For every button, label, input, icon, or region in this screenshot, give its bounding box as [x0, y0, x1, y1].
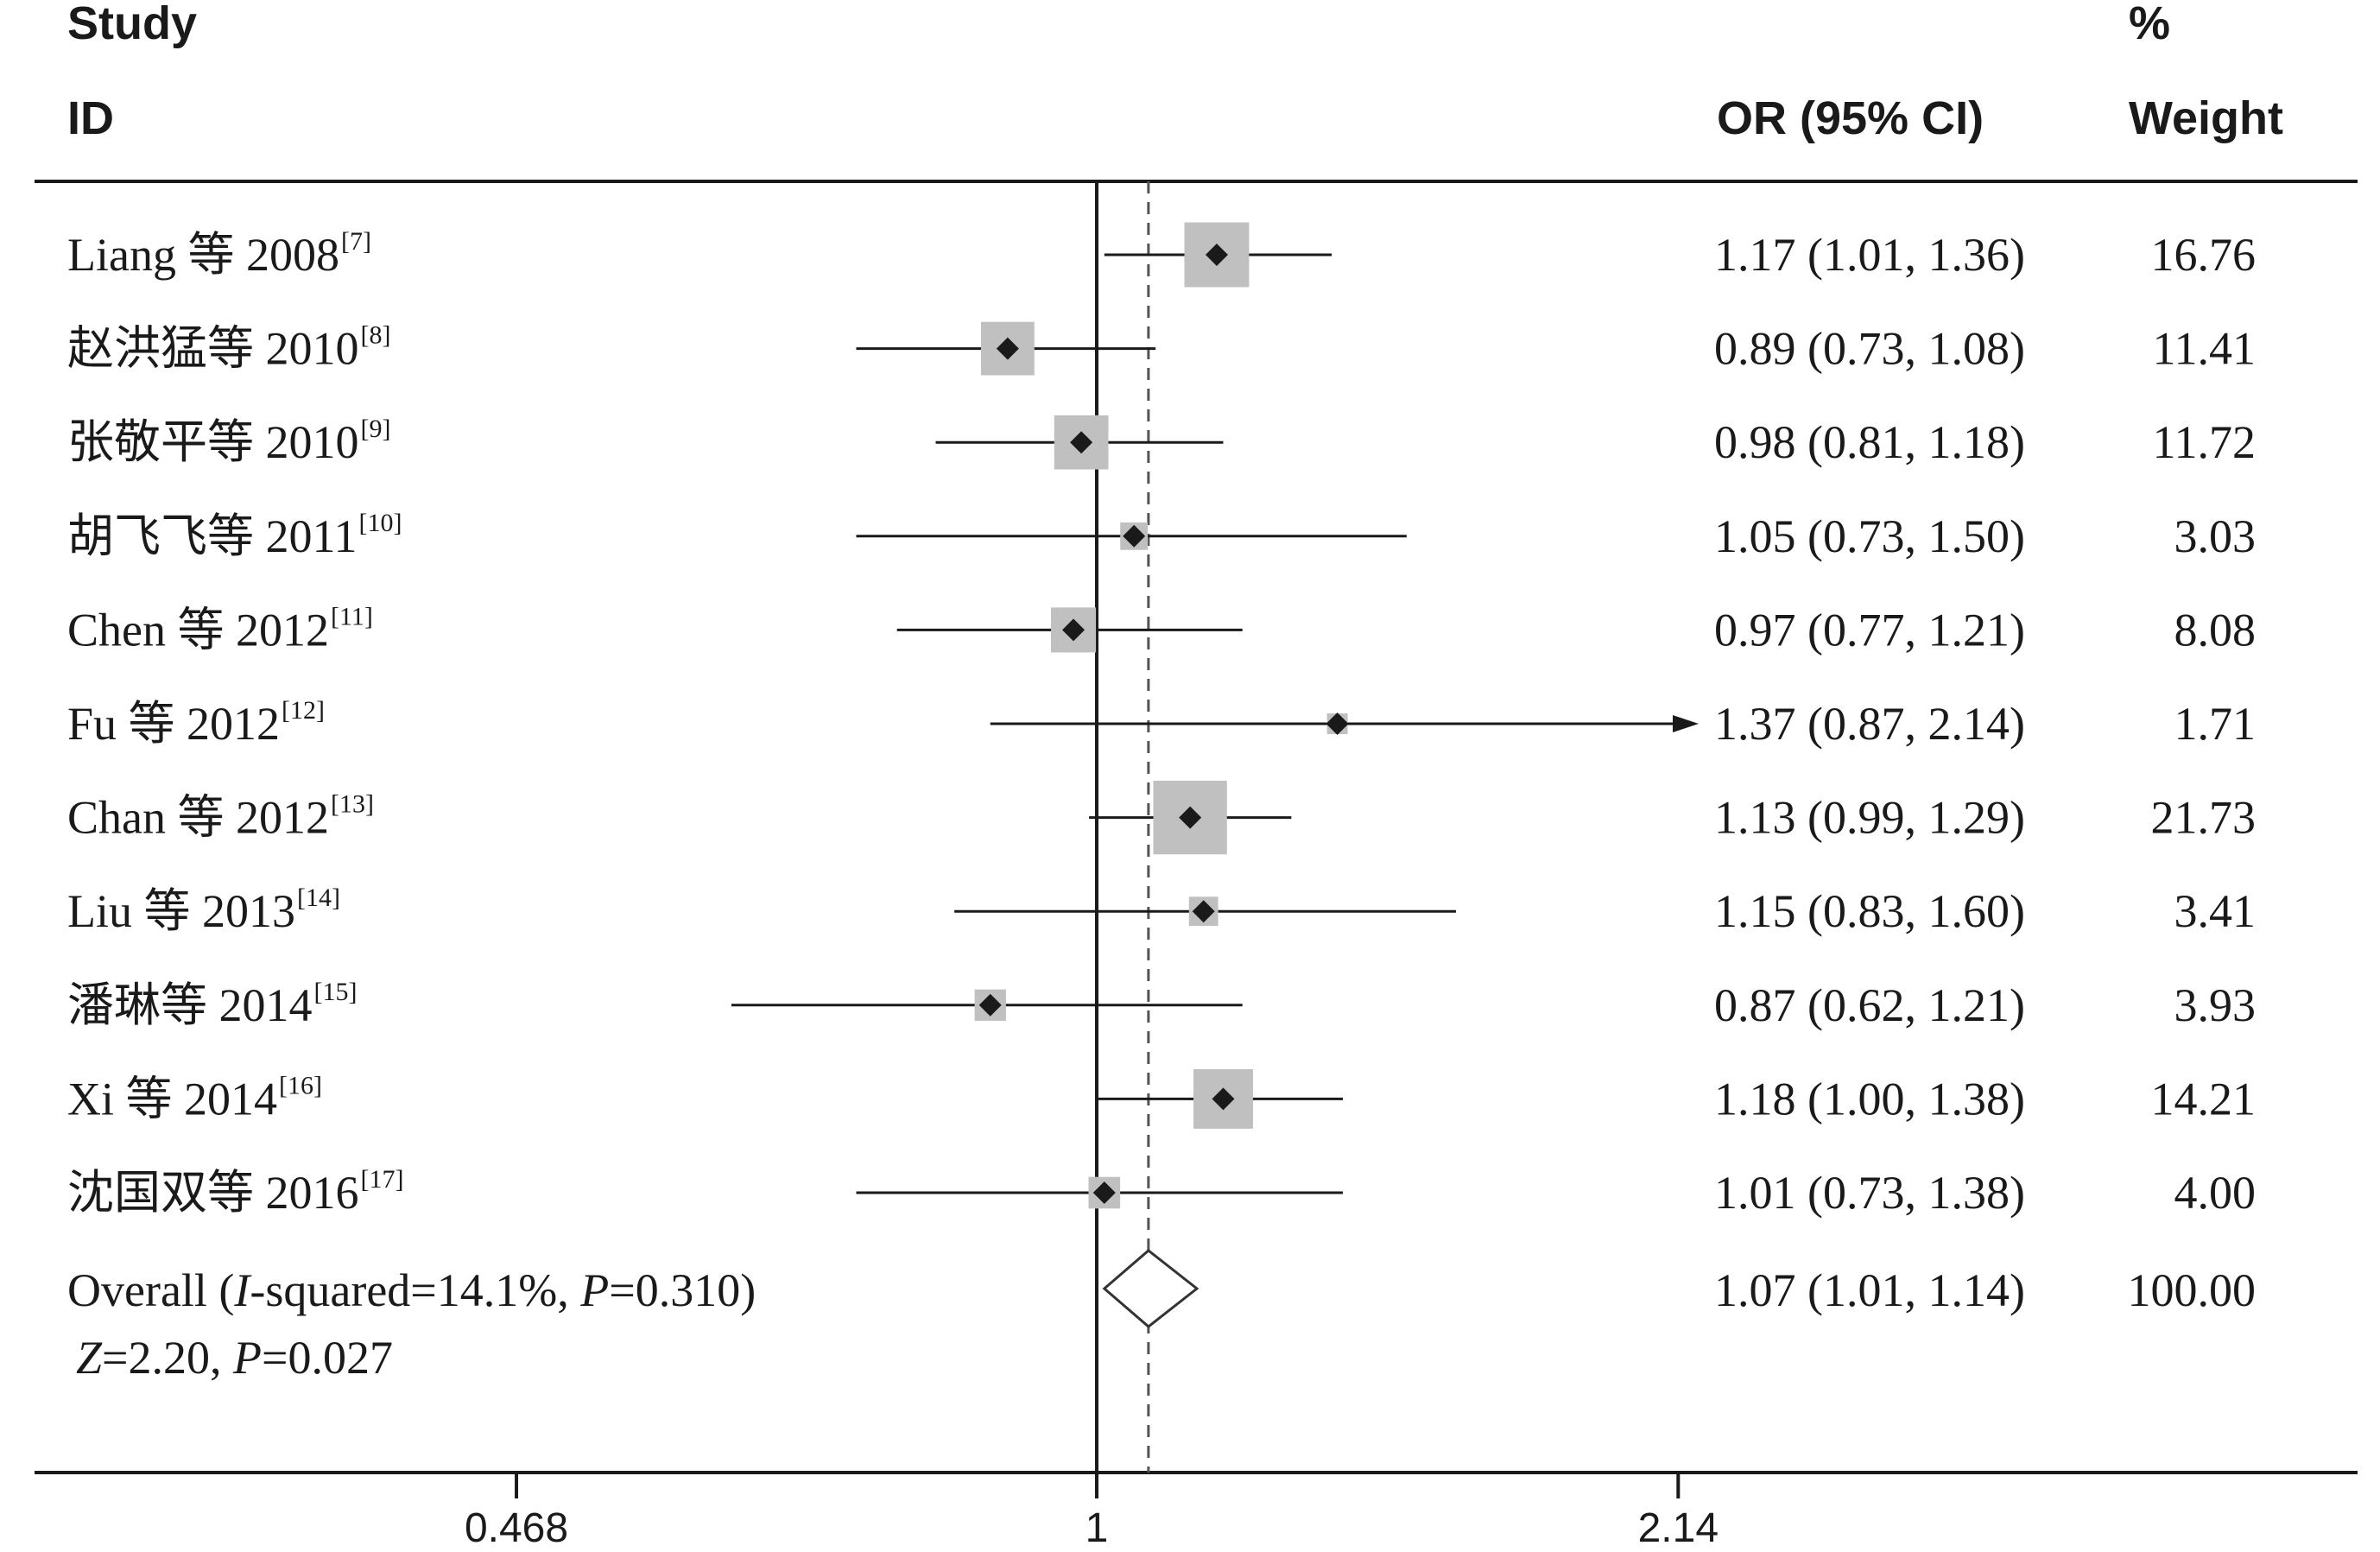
or-ci-text: 0.98 (0.81, 1.18) — [1714, 416, 2025, 468]
x-tick-label: 1 — [1086, 1505, 1109, 1551]
ci-arrow — [1673, 715, 1699, 732]
plot-marks: 0.468 1 2.14 Liang 等 2008 [7] 1.17 (1.01, 1.3… — [67, 181, 2256, 1551]
overall-z-p: P — [232, 1332, 262, 1384]
x-tick-label: 2.14 — [1638, 1505, 1719, 1551]
study-ref: [12] — [282, 696, 325, 725]
study-label: 胡飞飞等 2011 — [67, 510, 358, 562]
study-label: Liang 等 2008 — [67, 229, 339, 281]
or-ci-text: 1.17 (1.01, 1.36) — [1714, 229, 2025, 281]
or-ci-text: 1.01 (0.73, 1.38) — [1714, 1167, 2025, 1219]
or-ci-text: 0.97 (0.77, 1.21) — [1714, 604, 2025, 656]
weight-text: 16.76 — [2151, 229, 2257, 281]
x-tick-label: 0.468 — [465, 1505, 568, 1551]
or-ci-text: 0.87 (0.62, 1.21) — [1714, 979, 2025, 1031]
study-label: Fu 等 2012 — [67, 698, 280, 750]
overall-z: Z — [76, 1332, 103, 1384]
weight-text: 4.00 — [2174, 1167, 2257, 1219]
overall-z-label: Z=2.20, P=0.027 — [76, 1332, 393, 1384]
weight-text: 3.03 — [2174, 510, 2257, 562]
or-ci-text: 1.18 (1.00, 1.38) — [1714, 1073, 2025, 1124]
study-label: Chen 等 2012 — [67, 604, 329, 656]
weight-text: 21.73 — [2151, 792, 2257, 844]
header-percent: % — [2129, 0, 2170, 49]
weight-text: 14.21 — [2151, 1073, 2257, 1124]
overall-z-mid: =2.20, — [102, 1332, 233, 1384]
study-label: Liu 等 2013 — [67, 885, 295, 937]
point-estimate — [978, 993, 1002, 1017]
overall-weight-text: 100.00 — [2128, 1264, 2257, 1316]
overall-prefix: Overall ( — [67, 1264, 234, 1316]
study-label: 张敬平等 2010 — [67, 416, 359, 468]
or-ci-text: 1.15 (0.83, 1.60) — [1714, 885, 2025, 937]
point-estimate — [1070, 431, 1093, 454]
overall-p: P — [579, 1264, 609, 1316]
or-ci-text: 0.89 (0.73, 1.08) — [1714, 323, 2025, 375]
study-ref: [11] — [331, 602, 373, 630]
overall-mid: -squared=14.1%, — [250, 1264, 580, 1316]
point-estimate — [1192, 900, 1215, 923]
study-label: 沈国双等 2016 — [67, 1167, 359, 1219]
header-study: Study — [67, 0, 197, 49]
study-label: 潘琳等 2014 — [67, 979, 313, 1031]
overall-i: I — [233, 1264, 252, 1316]
study-ref: [9] — [361, 415, 391, 443]
point-estimate — [1062, 618, 1086, 642]
study-ref: [16] — [279, 1071, 322, 1099]
overall-end: =0.310) — [609, 1264, 756, 1316]
point-estimate — [1326, 713, 1349, 735]
study-ref: [7] — [341, 227, 371, 256]
study-label: 赵洪猛等 2010 — [67, 323, 359, 375]
overall-or-text: 1.07 (1.01, 1.14) — [1714, 1264, 2025, 1316]
or-ci-text: 1.13 (0.99, 1.29) — [1714, 792, 2025, 844]
weight-text: 11.41 — [2153, 323, 2257, 375]
weight-text: 11.72 — [2153, 416, 2257, 468]
point-estimate — [1205, 244, 1228, 266]
overall-z-end: =0.027 — [262, 1332, 393, 1384]
header-or: OR (95% CI) — [1717, 92, 1984, 144]
point-estimate — [996, 337, 1019, 360]
or-ci-text: 1.05 (0.73, 1.50) — [1714, 510, 2025, 562]
weight-text: 3.93 — [2174, 979, 2257, 1031]
header-id: ID — [67, 92, 114, 144]
point-estimate — [1092, 1181, 1116, 1204]
weight-text: 3.41 — [2174, 885, 2257, 937]
point-estimate — [1212, 1087, 1235, 1111]
study-ref: [8] — [361, 321, 391, 350]
or-ci-text: 1.37 (0.87, 2.14) — [1714, 698, 2025, 750]
study-label: Chan 等 2012 — [67, 792, 329, 844]
study-ref: [10] — [359, 509, 402, 537]
study-ref: [17] — [361, 1165, 404, 1194]
overall-diamond — [1102, 1249, 1199, 1328]
weight-text: 8.08 — [2174, 604, 2257, 656]
point-estimate — [1179, 806, 1202, 829]
study-ref: [15] — [314, 978, 358, 1006]
overall-label: Overall (I-squared=14.1%, P=0.310) — [67, 1264, 756, 1316]
header-weight: Weight — [2129, 92, 2283, 144]
study-ref: [13] — [331, 790, 374, 819]
weight-text: 1.71 — [2174, 698, 2257, 750]
study-label: Xi 等 2014 — [67, 1073, 277, 1124]
point-estimate — [1123, 524, 1146, 548]
study-ref: [14] — [297, 884, 340, 912]
